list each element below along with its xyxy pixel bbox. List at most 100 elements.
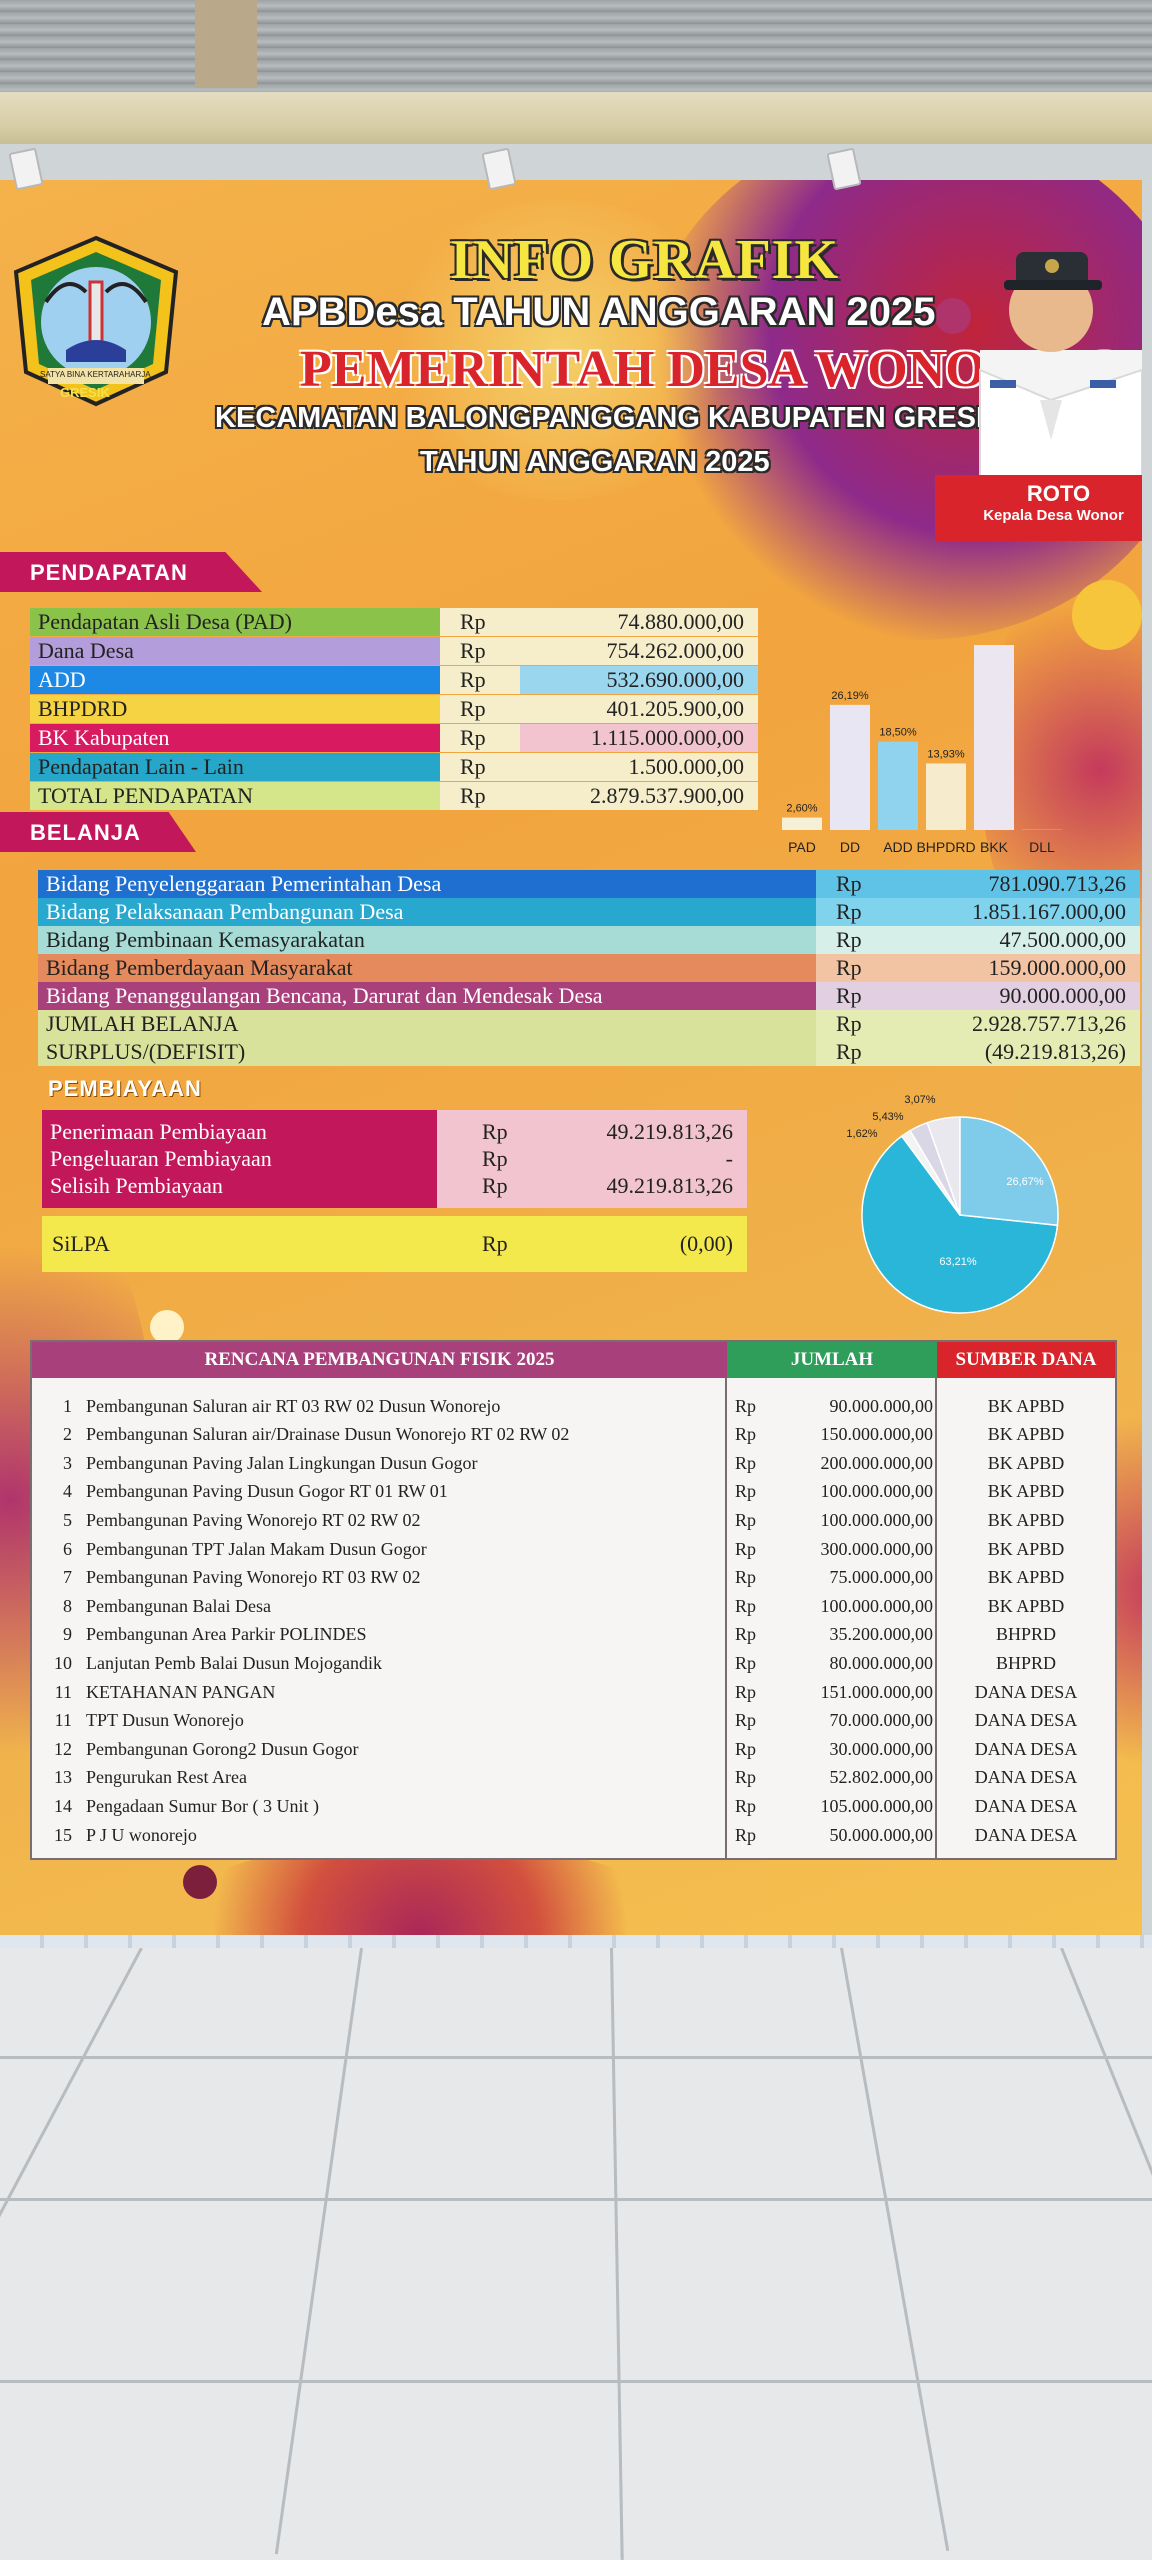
belanja-row: Bidang Pelaksanaan Pembangunan Desa Rp 1.8… <box>38 898 1140 926</box>
pendapatan-amount: 532.690.000,00 <box>520 666 758 694</box>
pendapatan-amount: 2.879.537.900,00 <box>520 782 758 810</box>
pie-label: 5,43% <box>872 1111 903 1123</box>
pembiayaan-rp: Rp <box>482 1119 508 1144</box>
belanja-label: Bidang Penyelenggaraan Pemerintahan Desa <box>38 870 816 898</box>
fisik-rp: Rp <box>735 1595 757 1616</box>
silpa-amount: (0,00) <box>679 1231 733 1256</box>
fisik-uraian: Pembangunan Balai Desa <box>86 1595 271 1616</box>
fisik-no: 5 <box>63 1509 72 1530</box>
belanja-label: JUMLAH BELANJA <box>38 1010 816 1038</box>
belanja-pie-chart: 63,21% 26,67% 5,43%3,07% 1,62% <box>846 1094 1059 1314</box>
belanja-row: Bidang Pemberdayaan Masyarakat Rp 159.000.… <box>38 954 1140 982</box>
belanja-amount: 2.928.757.713,26 <box>896 1010 1140 1038</box>
belanja-row: Bidang Pembinaan Kemasyarakatan Rp 47.500.… <box>38 926 1140 954</box>
pendapatan-row: Dana Desa Rp 754.262.000,00 <box>30 637 758 665</box>
pendapatan-label: ADD <box>30 666 440 694</box>
fisik-uraian: Pembangunan Paving Dusun Gogor RT 01 RW … <box>86 1481 448 1502</box>
kepala-desa-portrait <box>979 252 1142 500</box>
pie-label: 1,62% <box>846 1128 877 1140</box>
pendapatan-row: BHPDRD Rp 401.205.900,00 <box>30 695 758 723</box>
gresik-logo-icon <box>13 235 179 407</box>
bar-pad <box>782 817 822 830</box>
fisik-rp: Rp <box>735 1652 757 1673</box>
fisik-row: 6 Pembangunan TPT Jalan Makam Dusun Gogor… <box>32 1535 1115 1563</box>
pendapatan-amount: 1.500.000,00 <box>520 753 758 781</box>
pendapatan-label: Pendapatan Asli Desa (PAD) <box>30 608 440 636</box>
pembiayaan-amount: 49.219.813,26 <box>606 1119 734 1144</box>
column-divider <box>935 1378 937 1860</box>
kepala-desa-name-plate: ROTO Kepala Desa Wonor <box>935 475 1142 541</box>
fisik-row: 4 Pembangunan Paving Dusun Gogor RT 01 RW… <box>32 1478 1115 1506</box>
pie-slice <box>861 1135 1059 1314</box>
fisik-row: 10 Lanjutan Pemb Balai Dusun Mojogandik Rp… <box>32 1649 1115 1677</box>
bar-category-label: BKK <box>980 839 1009 855</box>
pendapatan-rp: Rp <box>440 724 520 752</box>
pembiayaan-amount: 49.219.813,26 <box>606 1173 734 1198</box>
pendapatan-rp: Rp <box>440 637 520 665</box>
fisik-rp: Rp <box>735 1738 757 1759</box>
fisik-jumlah: 151.000.000,00 <box>820 1681 934 1702</box>
belanja-rp: Rp <box>816 898 896 926</box>
fisik-sumber: DANA DESA <box>974 1824 1078 1845</box>
fisik-row: 3 Pembangunan Paving Jalan Lingkungan Dus… <box>32 1449 1115 1477</box>
fisik-rp: Rp <box>735 1767 757 1788</box>
fisik-jumlah: 30.000.000,00 <box>829 1738 934 1759</box>
bar-dd <box>830 704 870 830</box>
tile-grout <box>274 1948 363 2555</box>
bar-value-label: 2,60% <box>786 803 817 815</box>
fisik-uraian: Pembangunan Area Parkir POLINDES <box>86 1624 367 1645</box>
belanja-rp: Rp <box>816 982 896 1010</box>
pendapatan-label: Dana Desa <box>30 637 440 665</box>
fisik-rp: Rp <box>735 1481 757 1502</box>
pendapatan-rp: Rp <box>440 695 520 723</box>
fisik-no: 11 <box>54 1710 72 1731</box>
pendapatan-amount: 1.115.000.000,00 <box>520 724 758 752</box>
fisik-no: 2 <box>63 1424 72 1445</box>
metal-shutter <box>0 0 1152 100</box>
pendapatan-label: Pendapatan Lain - Lain <box>30 753 440 781</box>
fisik-sumber: BK APBD <box>987 1567 1065 1588</box>
fisik-uraian: Pengurukan Rest Area <box>86 1767 247 1788</box>
dot-decoration <box>150 1310 184 1344</box>
pendapatan-amount: 74.880.000,00 <box>520 608 758 636</box>
title-info-grafik: INFO GRAFIK <box>450 229 839 291</box>
fisik-uraian: Pembangunan Paving Wonorejo RT 02 RW 02 <box>86 1509 421 1530</box>
belanja-amount: 1.851.167.000,00 <box>896 898 1140 926</box>
fisik-no: 1 <box>63 1395 72 1416</box>
fisik-sumber: BK APBD <box>987 1509 1065 1530</box>
fisik-sumber: BK APBD <box>987 1481 1065 1502</box>
wall-ledge <box>0 92 1152 144</box>
subtitle-kecamatan: KECAMATAN BALONGPANGGANG KABUPATEN GRESI… <box>215 402 1005 434</box>
yellow-dot <box>1072 580 1142 650</box>
belanja-row: JUMLAH BELANJA Rp 2.928.757.713,26 <box>38 1010 1140 1038</box>
fisik-row: 9 Pembangunan Area Parkir POLINDES Rp 35.20… <box>32 1621 1115 1649</box>
silpa-rp: Rp <box>482 1231 508 1256</box>
fisik-uraian: KETAHANAN PANGAN <box>86 1681 276 1702</box>
fisik-row: 2 Pembangunan Saluran air/Drainase Dusun … <box>32 1421 1115 1449</box>
fisik-uraian: P J U wonorejo <box>86 1824 197 1845</box>
bar-value-label: 26,19% <box>831 690 869 702</box>
fisik-jumlah: 100.000.000,00 <box>820 1509 934 1530</box>
fisik-jumlah: 52.802.000,00 <box>829 1767 934 1788</box>
pie-slice <box>959 1116 1059 1227</box>
pendapatan-row: Pendapatan Asli Desa (PAD) Rp 74.880.000,0… <box>30 608 758 636</box>
pendapatan-row: TOTAL PENDAPATAN Rp 2.879.537.900,00 <box>30 782 758 810</box>
pendapatan-rp: Rp <box>440 782 520 810</box>
fisik-row: 5 Pembangunan Paving Wonorejo RT 02 RW 02… <box>32 1506 1115 1534</box>
fisik-row: 13 Pengurukan Rest Area Rp 52.802.000,00 DAN… <box>32 1764 1115 1792</box>
fisik-col-jumlah: JUMLAH <box>727 1342 937 1378</box>
belanja-label: SURPLUS/(DEFISIT) <box>38 1038 816 1066</box>
belanja-amount: 47.500.000,00 <box>896 926 1140 954</box>
fisik-sumber: BHPRD <box>995 1624 1057 1645</box>
fisik-uraian: Pembangunan Saluran air RT 03 RW 02 Dusu… <box>86 1395 501 1416</box>
tile-grout <box>1060 1948 1152 2516</box>
belanja-amount: 159.000.000,00 <box>896 954 1140 982</box>
fisik-uraian: Pembangunan Paving Wonorejo RT 03 RW 02 <box>86 1567 421 1588</box>
pendapatan-rp: Rp <box>440 608 520 636</box>
fisik-uraian: Lanjutan Pemb Balai Dusun Mojogandik <box>86 1652 382 1673</box>
title-apbdesa: APBDesa TAHUN ANGGARAN 2025 <box>262 290 936 334</box>
belanja-rp: Rp <box>816 954 896 982</box>
bar-category-label: DD <box>840 839 860 855</box>
pendapatan-bar-chart: PAD 2,60% DD 26,19% ADD 18,50% BHPDRD 13,93% BKK… <box>782 645 1062 855</box>
column-divider <box>725 1378 727 1860</box>
